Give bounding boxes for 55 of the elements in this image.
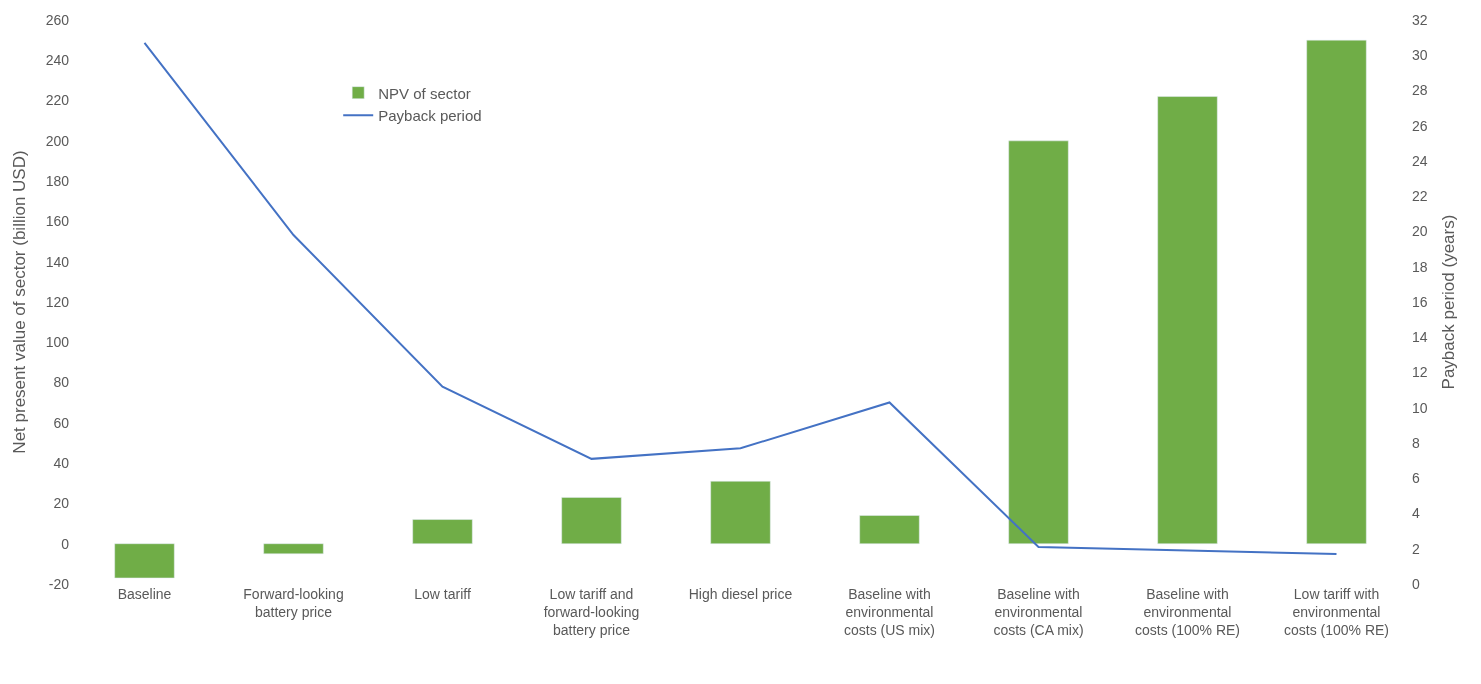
bar (859, 515, 920, 544)
bar (710, 481, 771, 544)
y-tick-label: 20 (53, 495, 70, 512)
y-tick-label: 40 (53, 455, 70, 472)
y2-tick-label: 0 (1412, 575, 1420, 592)
y2-tick-label: 30 (1412, 47, 1428, 64)
y2-tick-label: 14 (1412, 329, 1428, 346)
y-tick-label: 180 (45, 173, 70, 190)
x-tick-label: Baseline (117, 586, 172, 602)
y2-tick-label: 22 (1412, 188, 1428, 205)
y2-tick-label: 10 (1412, 399, 1428, 416)
bar (1157, 96, 1218, 544)
y-tick-label: 260 (45, 11, 70, 28)
line-series (143, 41, 1338, 556)
y2-tick-label: 2 (1412, 540, 1420, 557)
y-tick-label: 200 (45, 132, 70, 149)
y2-tick-label: 18 (1412, 258, 1428, 275)
legend-label: NPV of sector (378, 84, 471, 102)
x-tick-label: Low tariff and forward-looking battery price (543, 586, 640, 639)
x-tick-label: Baseline with environmental costs (US mix) (844, 586, 935, 639)
y2-tick-label: 20 (1412, 223, 1428, 240)
y-axis-title: Net present value of sector (billion USD) (10, 150, 30, 454)
bar (1008, 140, 1069, 544)
y2-tick-label: 4 (1412, 505, 1420, 522)
y2-tick-label: 6 (1412, 470, 1420, 487)
x-tick-label: Baseline with environmental costs (100% RE) (1134, 586, 1241, 639)
x-tick-label: Forward-looking battery price (243, 586, 344, 621)
legend-label: Payback period (378, 107, 482, 124)
x-tick-label: High diesel price (688, 586, 793, 602)
y2-tick-label: 32 (1412, 11, 1428, 28)
bar (412, 519, 473, 544)
y2-tick-label: 16 (1412, 293, 1428, 310)
y-tick-label: 220 (45, 92, 70, 109)
bar (1306, 39, 1367, 544)
bar (114, 543, 175, 579)
y-tick-label: 0 (61, 535, 70, 552)
y-tick-label: 140 (45, 253, 70, 270)
y-tick-label: 80 (53, 374, 70, 391)
x-tick-label: Baseline with environmental costs (CA mix) (993, 586, 1084, 639)
y2-tick-label: 12 (1412, 364, 1428, 381)
x-tick-label: Low tariff with environmental costs (100% RE) (1283, 586, 1390, 639)
x-tick-label: Low tariff (414, 586, 471, 602)
y-tick-label: 240 (45, 52, 70, 69)
bar (561, 497, 622, 544)
y-tick-label: 100 (45, 334, 70, 351)
y-tick-label: 60 (53, 414, 70, 431)
y2-axis-title: Payback period (years) (1439, 214, 1459, 390)
y-tick-label: -20 (48, 575, 70, 592)
y2-tick-label: 24 (1412, 152, 1428, 169)
y-tick-label: 160 (45, 213, 70, 230)
y2-tick-label: 26 (1412, 117, 1428, 134)
y2-tick-label: 8 (1412, 434, 1420, 451)
bar (263, 543, 324, 555)
y-tick-label: 120 (45, 293, 70, 310)
y2-tick-label: 28 (1412, 82, 1428, 99)
